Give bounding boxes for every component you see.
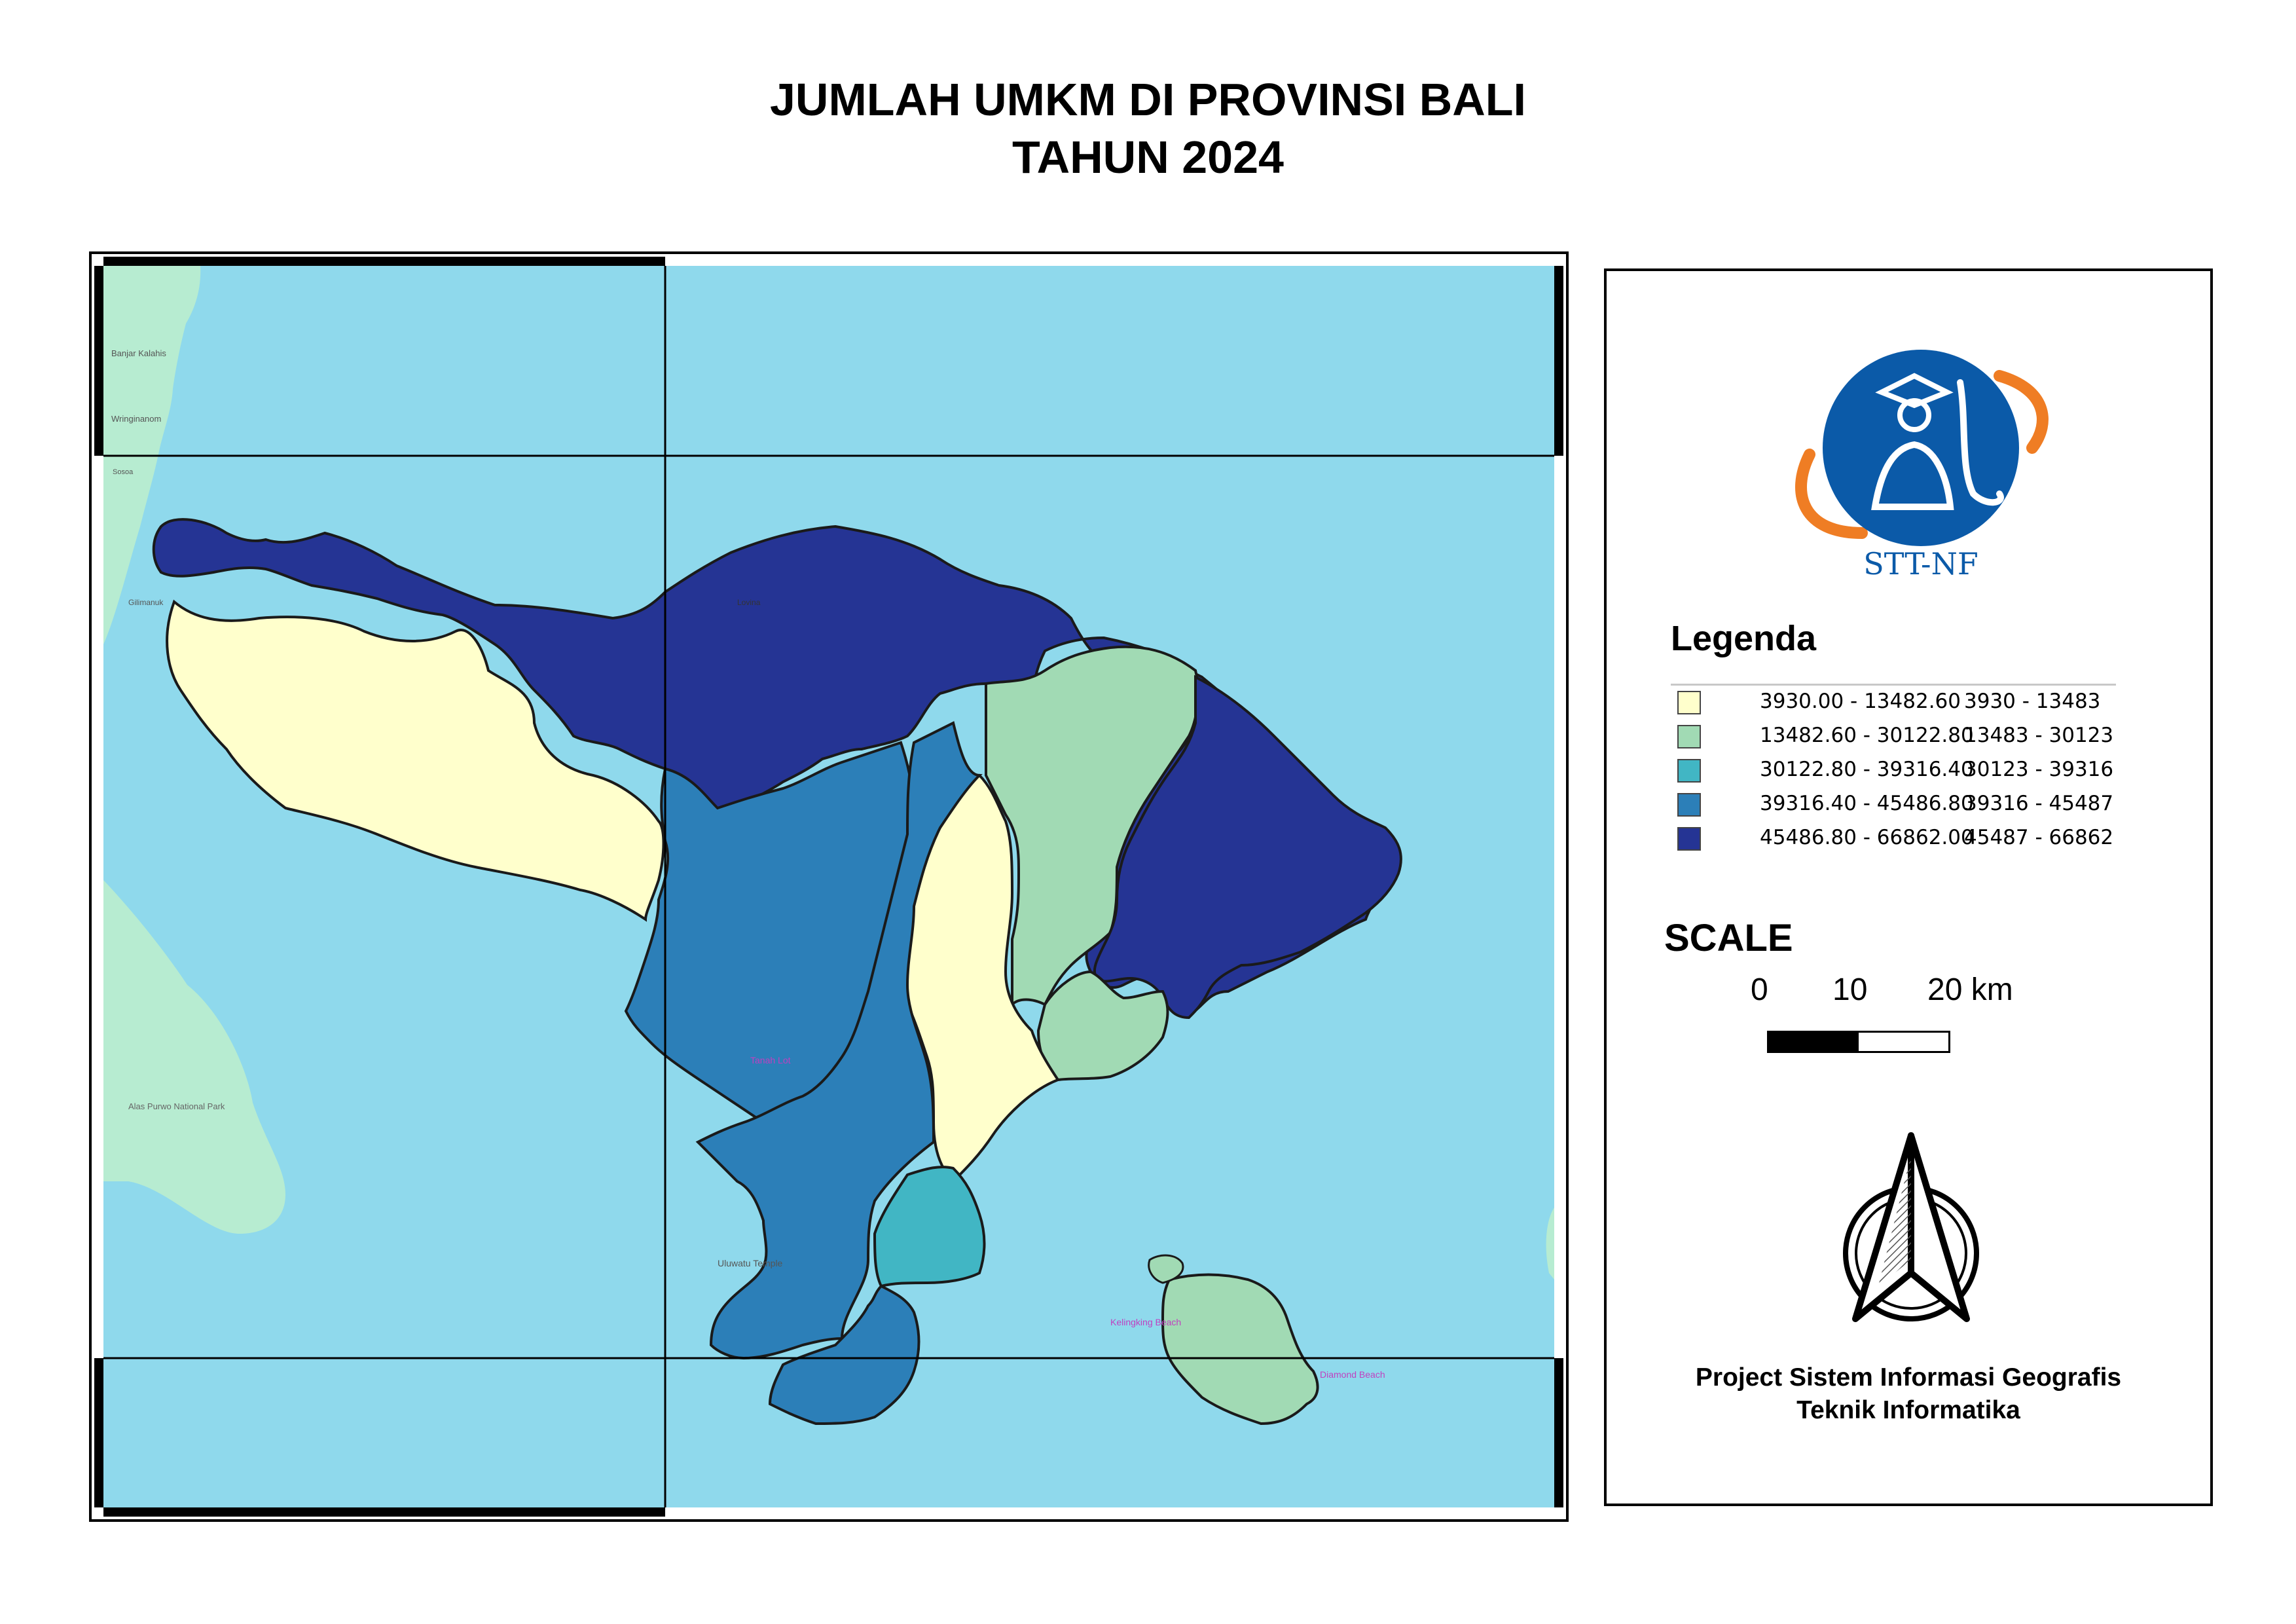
legend-row: 39316.40 - 45486.80 39316 - 45487 bbox=[1671, 788, 2116, 822]
north-arrow-graphic bbox=[1843, 1132, 1979, 1322]
place-label-banjar: Banjar Kalahis bbox=[111, 348, 166, 358]
logo-head bbox=[1897, 398, 1931, 432]
region-nusa-lembongan[interactable] bbox=[1148, 1254, 1184, 1284]
legend-range: 45486.80 - 66862.00 bbox=[1760, 826, 1974, 849]
legend-swatch bbox=[1677, 725, 1701, 748]
legend-title: Legenda bbox=[1671, 619, 1817, 658]
legend-range: 30122.80 - 39316.40 bbox=[1760, 758, 1974, 781]
logo-orbit-left bbox=[1795, 449, 1868, 539]
frame-tick-left-2 bbox=[94, 1358, 103, 1507]
frame-tick-right-2 bbox=[1554, 1358, 1563, 1507]
scale-title: SCALE bbox=[1664, 917, 1793, 959]
map-frame[interactable]: Banjar Kalahis Wringinanom Sosoa Giliman… bbox=[89, 251, 1569, 1522]
legend-swatch bbox=[1677, 827, 1701, 851]
region-denpasar[interactable] bbox=[873, 1166, 986, 1288]
region-karangasem[interactable] bbox=[1093, 674, 1402, 1020]
credits-line2: Teknik Informatika bbox=[1796, 1396, 2020, 1424]
legend-label: 30123 - 39316 bbox=[1964, 758, 2114, 781]
legend-label: 3930 - 13483 bbox=[1964, 690, 2101, 713]
legend-row: 3930.00 - 13482.60 3930 - 13483 bbox=[1671, 686, 2116, 720]
region-badung[interactable] bbox=[695, 721, 983, 1360]
region-jembrana[interactable] bbox=[166, 599, 665, 922]
credits-line1: Project Sistem Informasi Geografis bbox=[1695, 1363, 2122, 1392]
stt-nf-logo: STT-NF bbox=[1783, 337, 2058, 585]
logo-graphic bbox=[1795, 350, 2049, 546]
logo-orbit-right bbox=[1994, 370, 2049, 454]
place-label-tanah-lot: Tanah Lot bbox=[750, 1055, 791, 1065]
map-title-line2: TAHUN 2024 bbox=[1012, 132, 1284, 183]
legend-row: 30122.80 - 39316.40 30123 - 39316 bbox=[1671, 754, 2116, 788]
place-label-gilimanuk: Gilimanuk bbox=[128, 598, 164, 607]
lombok-edge bbox=[1546, 1208, 1554, 1280]
legend-table: 3930.00 - 13482.60 3930 - 13483 13482.60… bbox=[1671, 684, 2116, 856]
place-label-sosoa: Sosoa bbox=[113, 468, 134, 476]
place-label-kelingking: Kelingking Beach bbox=[1110, 1317, 1181, 1327]
frame-tick-left-1 bbox=[94, 266, 103, 456]
frame-tick-top bbox=[103, 257, 665, 266]
legend-swatch bbox=[1677, 759, 1701, 783]
region-bukit[interactable] bbox=[768, 1284, 920, 1426]
scale-ticks: 0 10 20 km bbox=[1751, 972, 2065, 1011]
north-arrow-hatch bbox=[1878, 1155, 1911, 1286]
logo-l-stroke bbox=[1957, 379, 2004, 506]
place-label-alas-purwo: Alas Purwo National Park bbox=[128, 1101, 225, 1111]
scale-bar-fill bbox=[1769, 1033, 1859, 1051]
scale-bar bbox=[1767, 1031, 1950, 1053]
north-arrow-icon bbox=[1839, 1129, 1983, 1325]
logo-mortarboard bbox=[1875, 373, 1954, 409]
map-title: JUMLAH UMKM DI PROVINSI BALI TAHUN 2024 bbox=[0, 71, 2296, 186]
region-nusa-penida[interactable] bbox=[1161, 1273, 1319, 1426]
legend-range: 3930.00 - 13482.60 bbox=[1760, 690, 1961, 713]
legend-rule bbox=[1671, 684, 2116, 686]
map-canvas[interactable]: Banjar Kalahis Wringinanom Sosoa Giliman… bbox=[89, 251, 1569, 1522]
scale-tick-0: 0 bbox=[1751, 972, 1768, 1007]
java-land-south bbox=[103, 880, 285, 1234]
legend-row: 45486.80 - 66862.00 45487 - 66862 bbox=[1671, 822, 2116, 856]
place-label-wringinanom: Wringinanom bbox=[111, 414, 161, 424]
legend-range: 13482.60 - 30122.80 bbox=[1760, 724, 1974, 747]
legend-label: 13483 - 30123 bbox=[1964, 724, 2114, 747]
scale-tick-10: 10 bbox=[1832, 972, 1868, 1007]
legend-swatch bbox=[1677, 793, 1701, 817]
legend-label: 45487 - 66862 bbox=[1964, 826, 2114, 849]
logo-text: STT-NF bbox=[1863, 546, 1978, 581]
legend-label: 39316 - 45487 bbox=[1964, 792, 2114, 815]
legend-swatch bbox=[1677, 691, 1701, 714]
place-label-lovina: Lovina bbox=[737, 598, 761, 607]
place-label-diamond: Diamond Beach bbox=[1320, 1369, 1385, 1380]
legend-panel: STT-NF Legenda 3930.00 - 13482.60 3930 -… bbox=[1604, 268, 2213, 1506]
credits: Project Sistem Informasi Geografis Tekni… bbox=[1607, 1361, 2210, 1427]
place-label-uluwatu: Uluwatu Temple bbox=[718, 1258, 783, 1268]
scale-tick-20: 20 km bbox=[1927, 972, 2013, 1007]
logo-body bbox=[1871, 441, 1954, 510]
legend-range: 39316.40 - 45486.80 bbox=[1760, 792, 1974, 815]
frame-tick-bottom bbox=[103, 1507, 665, 1517]
frame-tick-right-1 bbox=[1554, 266, 1563, 456]
legend-row: 13482.60 - 30122.80 13483 - 30123 bbox=[1671, 720, 2116, 754]
map-title-line1: JUMLAH UMKM DI PROVINSI BALI bbox=[770, 74, 1526, 125]
